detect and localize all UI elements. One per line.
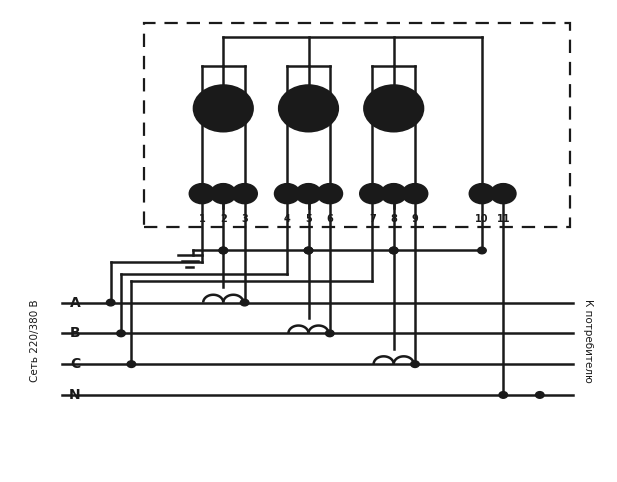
Circle shape — [190, 184, 214, 203]
Text: 10: 10 — [475, 214, 489, 224]
Circle shape — [219, 247, 228, 254]
Text: N: N — [68, 388, 80, 402]
Text: 1: 1 — [199, 214, 205, 224]
Circle shape — [478, 247, 486, 254]
Text: Сеть 220/380 В: Сеть 220/380 В — [30, 299, 39, 382]
Circle shape — [233, 184, 257, 203]
Text: 5: 5 — [305, 214, 312, 224]
Circle shape — [296, 184, 321, 203]
Text: К потребителю: К потребителю — [584, 298, 594, 382]
Circle shape — [403, 184, 427, 203]
Circle shape — [470, 184, 494, 203]
Circle shape — [360, 184, 384, 203]
Text: 9: 9 — [412, 214, 418, 224]
Text: C: C — [70, 357, 80, 371]
Circle shape — [318, 184, 342, 203]
Text: 6: 6 — [326, 214, 333, 224]
Circle shape — [499, 392, 508, 398]
Circle shape — [275, 184, 299, 203]
Circle shape — [326, 330, 334, 337]
Circle shape — [536, 392, 544, 398]
Text: 2: 2 — [220, 214, 226, 224]
Circle shape — [241, 299, 249, 306]
Circle shape — [411, 361, 420, 367]
Circle shape — [304, 247, 313, 254]
Circle shape — [491, 184, 515, 203]
Circle shape — [280, 86, 337, 131]
Circle shape — [106, 299, 115, 306]
Text: 7: 7 — [369, 214, 376, 224]
Circle shape — [381, 184, 406, 203]
Text: A: A — [70, 295, 80, 309]
Circle shape — [389, 247, 398, 254]
Text: B: B — [70, 326, 80, 340]
Circle shape — [365, 86, 423, 131]
Circle shape — [389, 247, 398, 254]
Text: 4: 4 — [284, 214, 291, 224]
Text: 3: 3 — [241, 214, 248, 224]
Circle shape — [127, 361, 136, 367]
Circle shape — [194, 86, 252, 131]
Text: 8: 8 — [391, 214, 397, 224]
Circle shape — [117, 330, 125, 337]
Circle shape — [211, 184, 236, 203]
Circle shape — [304, 247, 313, 254]
Circle shape — [219, 247, 228, 254]
Text: 11: 11 — [497, 214, 510, 224]
